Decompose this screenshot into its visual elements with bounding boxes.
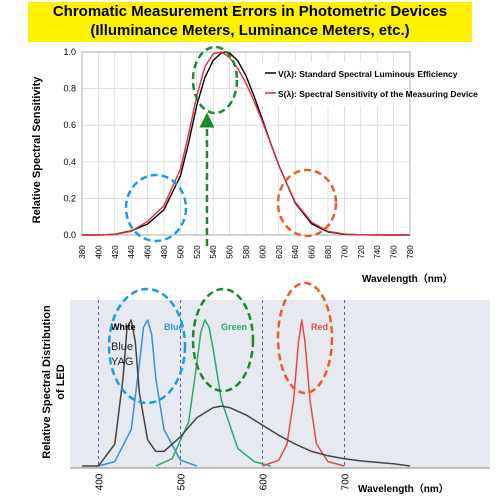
bottom-x-tick-label: 700: [340, 473, 351, 490]
x-tick-label: 540: [209, 245, 218, 259]
led-blue-curve: [98, 319, 198, 467]
x-tick-label: 700: [340, 245, 349, 259]
y-tick-label: 0.0: [63, 230, 76, 240]
legend-v-lambda: V(λ): Standard Spectral Luminous Efficie…: [278, 69, 458, 79]
title-line-2: (Illuminance Meters, Luminance Meters, e…: [90, 22, 410, 39]
y-tick-label: 1.0: [63, 47, 76, 57]
series-s-lambda: [82, 51, 410, 236]
title-line-1: Chromatic Measurement Errors in Photomet…: [52, 3, 448, 20]
spectral-sensitivity-chart: 0.0 0.2 0.4 0.6 0.8 1.0 380 400 420 440 460 480 500…: [31, 47, 478, 285]
x-tick-label: 420: [111, 245, 120, 259]
x-tick-label: 600: [258, 245, 267, 259]
blue-circle-bottom: [107, 287, 187, 405]
bottom-x-tick-label: 600: [258, 473, 269, 490]
x-tick-label: 680: [324, 245, 333, 259]
led-spectra: [82, 319, 411, 467]
x-tick-label: 740: [373, 245, 382, 259]
red-circle-top: [276, 168, 338, 238]
series-lines: [81, 51, 410, 236]
red-circle-bottom: [276, 281, 334, 395]
legend: V(λ): Standard Spectral Luminous Efficie…: [262, 62, 478, 106]
bottom-y-axis-label-line-1: Relative Spectral Distribution: [41, 305, 53, 459]
y-tick-label: 0.8: [63, 84, 76, 94]
led-green-curve: [155, 319, 271, 467]
label-red: Red: [311, 322, 328, 332]
label-phosphor-blue: Blue: [111, 341, 133, 353]
bottom-x-tick-label: 400: [94, 473, 105, 490]
top-y-axis-label: Relative Spectral Sensitivity: [31, 76, 43, 224]
x-tick-label: 660: [308, 245, 317, 259]
title-banner: Chromatic Measurement Errors in Photomet…: [28, 2, 472, 42]
x-tick-labels: 380 400 420 440 460 480 500 520 540 560 580 600 620 6…: [78, 245, 415, 259]
bottom-x-tick-label: 500: [176, 473, 187, 490]
x-tick-label: 520: [193, 245, 202, 259]
label-phosphor-yag: YAG: [111, 356, 133, 368]
green-circle-bottom: [191, 287, 255, 393]
led-red-curve: [262, 319, 345, 467]
top-x-axis-label: Wavelength（nm）: [362, 272, 453, 285]
x-tick-label: 480: [160, 245, 169, 259]
x-tick-label: 380: [78, 245, 87, 259]
legend-box: [262, 62, 404, 106]
blue-circle-top: [124, 173, 188, 243]
label-green: Green: [221, 322, 247, 332]
x-tick-label: 780: [406, 245, 415, 259]
bottom-plot-area: [70, 300, 490, 468]
y-tick-label: 0.6: [63, 120, 76, 130]
x-tick-label: 500: [176, 245, 185, 259]
bottom-y-axis-label-line-2: of LED: [55, 364, 67, 399]
x-tick-label: 760: [390, 245, 399, 259]
x-tick-label: 400: [94, 245, 103, 259]
x-tick-label: 580: [242, 245, 251, 259]
green-circle-top: [191, 45, 239, 115]
label-blue: Blue: [164, 322, 184, 332]
x-tick-label: 560: [226, 245, 235, 259]
annotations: [107, 45, 338, 405]
x-tick-label: 620: [275, 245, 284, 259]
x-tick-label: 440: [127, 245, 136, 259]
x-tick-label: 720: [357, 245, 366, 259]
bottom-x-axis-label: Wavelength（nm）: [358, 482, 449, 495]
x-tick-label: 640: [291, 245, 300, 259]
led-white-curve: [82, 319, 411, 467]
x-tick-label: 460: [144, 245, 153, 259]
y-tick-label: 0.4: [63, 157, 76, 167]
legend-s-lambda: S(λ): Spectral Sensitivity of the Measur…: [278, 89, 478, 99]
led-distribution-chart: 400 500 600 700 Wavelength（nm） Relative Spe…: [41, 300, 490, 495]
y-tick-label: 0.2: [63, 193, 76, 203]
label-white: White: [111, 322, 136, 332]
bottom-x-tick-labels: 400 500 600 700: [94, 473, 351, 490]
y-tick-labels: 0.0 0.2 0.4 0.6 0.8 1.0: [63, 47, 76, 240]
